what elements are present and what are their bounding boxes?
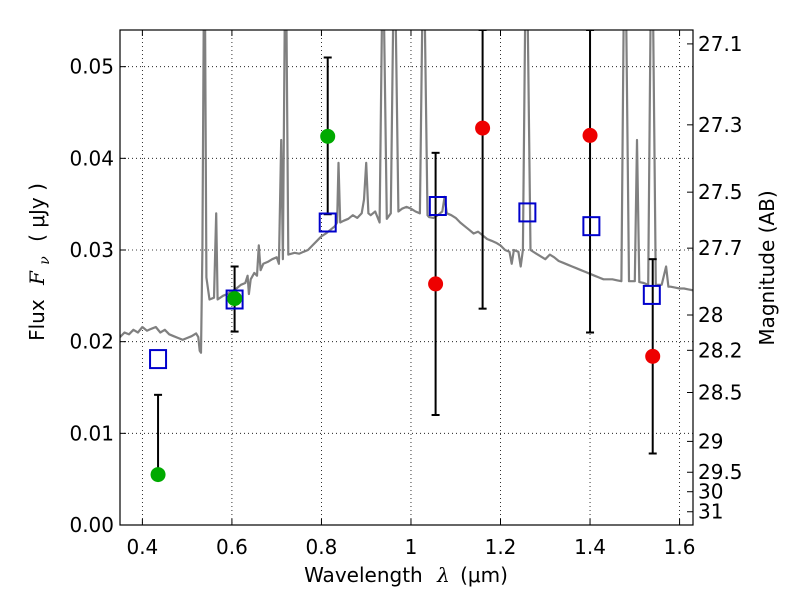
observed-point-red	[582, 127, 598, 143]
model-photometry-box	[518, 202, 537, 223]
model-spectrum-layer	[120, 30, 693, 354]
y-axis-label-text: Flux	[25, 299, 49, 341]
model-photometry-box	[428, 196, 447, 216]
y-axis-label-symbol: F	[25, 270, 49, 286]
x-tick-label: 0.4	[126, 535, 158, 559]
y-tick-label: 0.01	[69, 421, 114, 445]
y-tick-label: 0.00	[69, 513, 114, 537]
y2-tick-label: 27.3	[698, 113, 743, 137]
y2-tick-label: 29.5	[698, 460, 743, 484]
model-photometry-box	[318, 212, 337, 233]
y2-axis-label: Magnitude (AB)	[755, 190, 779, 345]
y-tick-label: 0.05	[69, 55, 114, 79]
y-tick-label: 0.03	[69, 238, 114, 262]
y2-tick-label: 31	[698, 500, 723, 524]
y2-tick-label: 28	[698, 303, 723, 327]
x-tick-label: 0.8	[306, 535, 338, 559]
x-tick-label: 1.2	[485, 535, 517, 559]
y-axis-label: Flux F ν ( μJy )	[25, 183, 54, 341]
y-axis-label-unit: ( μJy )	[25, 183, 49, 242]
observed-point-red	[475, 120, 491, 136]
y2-tick-label: 27.1	[698, 32, 743, 56]
x-tick-label: 0.6	[216, 535, 248, 559]
y2-tick-label: 30	[698, 480, 723, 504]
x-axis-label-text: Wavelength	[304, 563, 423, 587]
y-tick-labels: 0.00 0.01 0.02 0.03 0.04 0.05	[69, 55, 114, 537]
observed-point-red	[428, 276, 444, 292]
observed-point-green	[227, 291, 243, 307]
y2-tick-label: 27.5	[698, 180, 743, 204]
observed-point-red	[645, 348, 661, 364]
model-photometry-box	[642, 284, 661, 305]
model-photometry-layer	[149, 196, 661, 370]
y-axis-label-subscript: ν	[37, 256, 53, 265]
y-tick-label: 0.02	[69, 330, 114, 354]
x-tick-label: 1.6	[664, 535, 696, 559]
x-tick-label: 1	[405, 535, 418, 559]
x-axis-label: Wavelength λ (μm)	[304, 563, 508, 587]
x-axis-label-unit: (μm)	[460, 563, 508, 587]
observed-point-green	[320, 128, 336, 144]
y2-tick-label: 27.7	[698, 236, 743, 260]
y2-tick-label: 29	[698, 429, 723, 453]
x-tick-labels: 0.4 0.6 0.8 1 1.2 1.4 1.6	[126, 535, 695, 559]
y2-tick-label: 28.5	[698, 380, 743, 404]
y2-tick-label: 28.2	[698, 338, 743, 362]
observed-points-layer	[150, 120, 661, 483]
model-photometry-box	[149, 349, 168, 370]
model-photometry-box	[582, 216, 601, 237]
y-tick-label: 0.04	[69, 146, 114, 170]
plot-frame	[119, 29, 694, 526]
grid-lines	[120, 30, 693, 526]
x-tick-label: 1.4	[574, 535, 606, 559]
x-axis-label-symbol: λ	[436, 563, 450, 587]
model-spectrum-line	[120, 30, 693, 354]
model-photometry-box	[225, 289, 244, 310]
axis-ticks	[120, 30, 693, 526]
observed-point-green	[150, 467, 166, 483]
